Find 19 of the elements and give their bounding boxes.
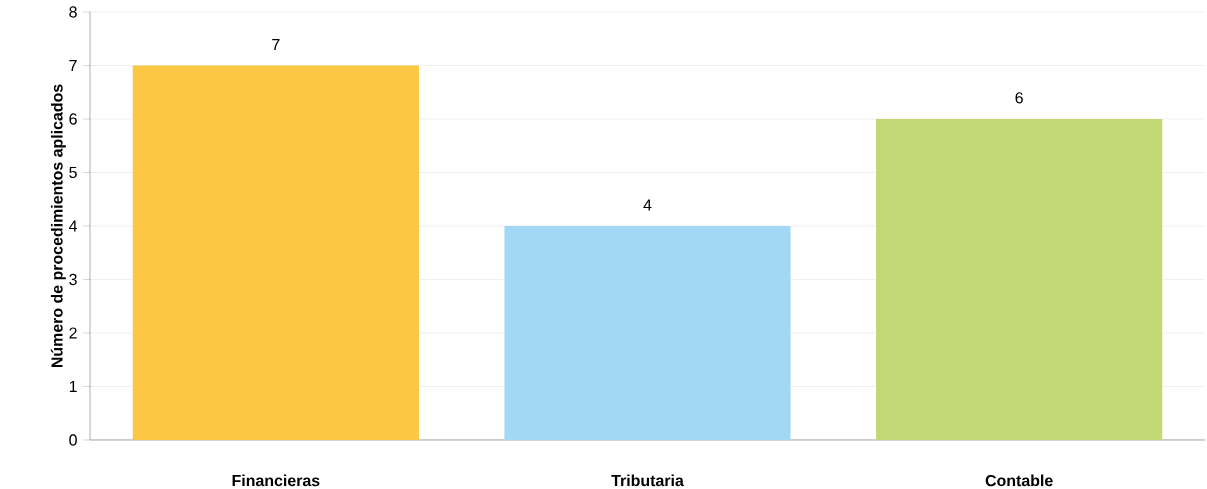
data-label: 7: [272, 39, 280, 50]
data-label: 4: [643, 199, 652, 211]
y-axis-title: Número de procedimientos aplicados: [50, 84, 66, 368]
bar: [876, 118, 1163, 440]
y-tick-label: 1: [69, 381, 77, 392]
y-tick-label: 6: [69, 113, 77, 125]
y-tick-label: 4: [68, 220, 78, 232]
y-tick-label: 7: [69, 60, 77, 71]
y-tick-label: 2: [69, 327, 77, 339]
x-tick-label: Contable: [985, 474, 1053, 487]
data-label: 6: [1015, 92, 1023, 104]
bar: [132, 65, 419, 440]
y-tick-label: 5: [69, 166, 77, 179]
x-tick-label: Financieras: [232, 474, 320, 487]
y-tick-label: 8: [69, 6, 77, 18]
y-tick-label: 0: [69, 434, 77, 446]
y-tick-label: 3: [69, 273, 77, 286]
bar: [504, 225, 791, 440]
x-tick-label: Tributaria: [611, 474, 684, 487]
